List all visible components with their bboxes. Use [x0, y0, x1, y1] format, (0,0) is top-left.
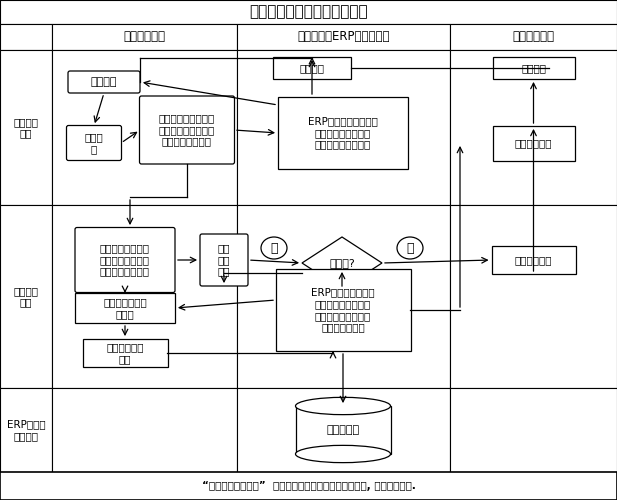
- Text: ERP程序仓储运行模
块（产品出库条码核
实、销售账务记录、
仓储存货变更）: ERP程序仓储运行模 块（产品出库条码核 实、销售账务记录、 仓储存货变更）: [311, 288, 375, 333]
- Text: 出库件号条码信
息采集: 出库件号条码信 息采集: [103, 297, 147, 319]
- Bar: [296, 406, 391, 454]
- Bar: [237, 24, 450, 50]
- Text: 出库产品装车: 出库产品装车: [515, 255, 552, 265]
- Text: 无错码?: 无错码?: [329, 258, 355, 268]
- FancyBboxPatch shape: [67, 126, 122, 160]
- Bar: [492, 57, 574, 79]
- Bar: [273, 57, 351, 79]
- Bar: [237, 205, 450, 388]
- Text: 实物配货（产品规
格、色号、证号、
件数、产品净重）: 实物配货（产品规 格、色号、证号、 件数、产品净重）: [100, 244, 150, 276]
- Bar: [0, 472, 617, 500]
- Bar: [52, 50, 237, 205]
- Bar: [492, 246, 576, 274]
- Bar: [52, 24, 237, 50]
- Text: 条码
采集
复查: 条码 采集 复查: [218, 244, 230, 276]
- Text: 产品实物流转: 产品实物流转: [513, 30, 555, 44]
- Text: 货款结算: 货款结算: [299, 63, 325, 73]
- Bar: [278, 97, 408, 169]
- Text: 是: 是: [406, 242, 414, 254]
- Bar: [83, 339, 167, 367]
- Polygon shape: [302, 237, 382, 289]
- Bar: [450, 24, 617, 50]
- Bar: [52, 388, 237, 472]
- Text: 出库件号记录
文件: 出库件号记录 文件: [106, 342, 144, 364]
- Bar: [0, 24, 52, 50]
- Bar: [75, 293, 175, 323]
- Bar: [0, 50, 52, 205]
- Text: 产品出库起运: 产品出库起运: [515, 138, 552, 148]
- FancyBboxPatch shape: [68, 71, 140, 93]
- Text: ERP程序销售运行模块
（销货统计、货款核
算、应收货款记账）: ERP程序销售运行模块 （销货统计、货款核 算、应收货款记账）: [308, 116, 378, 150]
- Bar: [0, 388, 52, 472]
- FancyBboxPatch shape: [75, 228, 175, 292]
- Bar: [0, 205, 52, 388]
- Ellipse shape: [296, 446, 391, 462]
- Text: 客户需求: 客户需求: [91, 77, 117, 87]
- Text: 数据运行（ERP系统支撑）: 数据运行（ERP系统支撑）: [297, 30, 390, 44]
- Text: 产品销售
业务: 产品销售 业务: [14, 116, 38, 138]
- Text: 业务指令执行: 业务指令执行: [123, 30, 165, 44]
- Bar: [450, 50, 617, 205]
- Text: 存货检
索: 存货检 索: [85, 132, 104, 154]
- Ellipse shape: [296, 398, 391, 414]
- FancyBboxPatch shape: [200, 234, 248, 286]
- Text: ERP系统数
据库支持: ERP系统数 据库支持: [7, 419, 45, 441]
- Bar: [492, 126, 574, 160]
- Bar: [450, 205, 617, 388]
- Bar: [0, 0, 617, 24]
- Text: 数据库系统: 数据库系统: [326, 425, 360, 435]
- Text: 库区管理
业务: 库区管理 业务: [14, 286, 38, 308]
- Text: 非: 非: [270, 242, 278, 254]
- Text: “先验证后起运流程”  必须在现场采集数据提交验证无误, 才可装车起运.: “先验证后起运流程” 必须在现场采集数据提交验证无误, 才可装车起运.: [202, 481, 415, 491]
- Bar: [52, 205, 237, 388]
- Ellipse shape: [261, 237, 287, 259]
- Ellipse shape: [397, 237, 423, 259]
- Text: 销售供货: 销售供货: [521, 63, 546, 73]
- Bar: [237, 50, 450, 205]
- Bar: [237, 388, 450, 472]
- Text: 产品销售指令（客户
、产品规格、色号、
证号、产品净重）: 产品销售指令（客户 、产品规格、色号、 证号、产品净重）: [159, 114, 215, 146]
- FancyBboxPatch shape: [139, 96, 234, 164]
- Bar: [450, 388, 617, 472]
- Text: 产成品库区产品销货原始流程: 产成品库区产品销货原始流程: [249, 4, 368, 20]
- Bar: [276, 269, 410, 351]
